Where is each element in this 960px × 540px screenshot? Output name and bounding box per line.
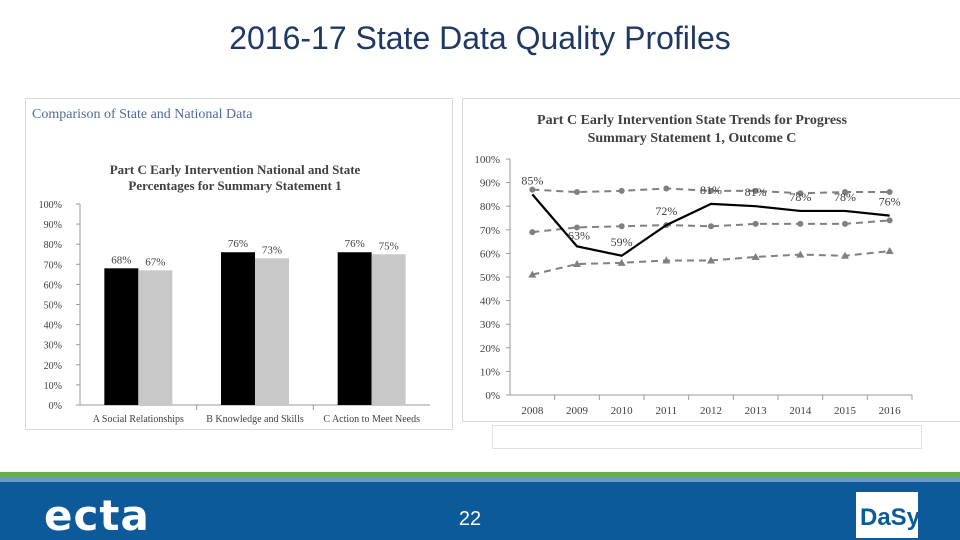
bar-y-tick-label: 90% [44,220,62,231]
page-number: 22 [458,508,482,530]
bar-y-tick-label: 40% [44,321,62,332]
bar-data-label: 76% [228,238,248,250]
series-marker [662,256,671,264]
bar [371,254,406,405]
charts-canvas: Part C Early Intervention National and S… [39,113,913,445]
bar-category-label: B Knowledge and Skills [206,414,304,425]
bar-y-tick-label: 10% [44,381,62,392]
series-marker [574,224,580,231]
dasy-logo: DaSy [856,492,921,538]
bar-data-label: 75% [379,240,399,252]
line-x-tick-label: 2008 [521,405,544,417]
dasy-logo-text: DaSy [860,504,921,531]
series-marker [618,223,625,230]
line-chart-title-line: Part C Early Intervention State Trends f… [537,113,847,128]
bar-y-tick-label: 100% [39,200,62,211]
series-marker [618,187,625,194]
line-x-tick-label: 2012 [700,405,722,417]
footer-bar [0,482,960,540]
line-y-tick-label: 0% [485,390,500,402]
bar-y-tick-label: 50% [44,301,62,312]
bar [104,268,139,405]
line-y-tick-label: 30% [480,319,500,331]
series-marker [797,220,804,227]
footer-stripe-light [0,478,960,482]
bar-data-label: 67% [145,256,165,268]
line-x-tick-label: 2010 [611,405,634,417]
bar-category-label: C Action to Meet Needs [323,414,420,425]
series-marker [707,256,715,264]
series-marker [529,186,536,193]
line-x-tick-label: 2011 [656,405,678,417]
bar-y-tick-label: 60% [44,280,62,291]
series-marker [752,220,759,227]
line-y-tick-label: 70% [480,225,500,237]
line-x-tick-label: 2014 [789,405,812,417]
series-marker [573,260,581,268]
bar-y-tick-label: 20% [44,361,62,372]
series-marker [886,189,893,196]
right-chart-panel [462,98,960,422]
series-marker [529,229,536,236]
series-marker [708,223,714,230]
series-marker [842,189,848,196]
line-data-label: 85% [521,173,543,187]
line-chart-legend [492,425,922,449]
series-line [531,193,890,257]
line-data-label: 63% [568,228,590,242]
line-data-label: 78% [834,190,856,204]
series-marker [842,220,848,227]
line-y-tick-label: 100% [474,154,500,166]
bar [255,258,289,405]
series-marker [751,252,760,260]
line-x-tick-label: 2013 [745,405,768,417]
series-marker [752,187,759,194]
ecta-logo: ecta [44,491,150,540]
line-x-tick-label: 2009 [566,405,589,417]
series-marker [796,250,805,258]
line-data-label: 76% [879,195,901,209]
line-data-label: 59% [611,235,633,249]
bar [337,252,372,405]
series-marker [797,190,804,197]
panel-caption: Comparison of State and National Data [32,107,253,122]
bar-data-label: 76% [345,238,365,250]
series-marker [708,187,714,194]
bar-y-tick-label: 80% [44,240,62,251]
line-x-tick-label: 2016 [879,405,902,417]
line-y-tick-label: 80% [480,201,500,213]
line-y-tick-label: 20% [480,343,500,355]
line-y-tick-label: 90% [480,178,500,190]
line-chart-title-line: Summary Statement 1, Outcome C [588,131,797,146]
bar-chart-title-line: Percentages for Summary Statement 1 [128,178,341,193]
line-data-label: 78% [789,190,811,204]
bar-category-label: A Social Relationships [93,414,184,425]
line-y-tick-label: 60% [480,248,500,260]
line-y-tick-label: 40% [480,296,500,308]
bar-y-tick-label: 30% [44,341,62,352]
slide-title: 2016-17 State Data Quality Profiles [229,20,731,56]
series-marker [574,189,580,196]
bar [138,270,173,405]
bar-data-label: 68% [111,254,131,266]
bar [221,252,255,405]
line-data-label: 81% [745,185,767,199]
line-data-label: 81% [700,183,722,197]
line-x-tick-label: 2015 [834,405,857,417]
series-marker [617,258,626,266]
series-marker [663,185,670,192]
series-marker [528,270,537,278]
bar-chart-title-line: Part C Early Intervention National and S… [110,162,361,177]
series-marker [885,247,894,255]
line-y-tick-label: 50% [480,272,500,284]
series-marker [886,217,893,224]
line-data-label: 72% [655,204,677,218]
series-marker [841,251,849,259]
footer-stripe [0,472,960,478]
bar-data-label: 73% [262,244,282,256]
bar-y-tick-label: 0% [49,401,62,412]
line-y-tick-label: 10% [480,366,500,378]
series-line [532,250,890,276]
bar-y-tick-label: 70% [44,260,62,271]
